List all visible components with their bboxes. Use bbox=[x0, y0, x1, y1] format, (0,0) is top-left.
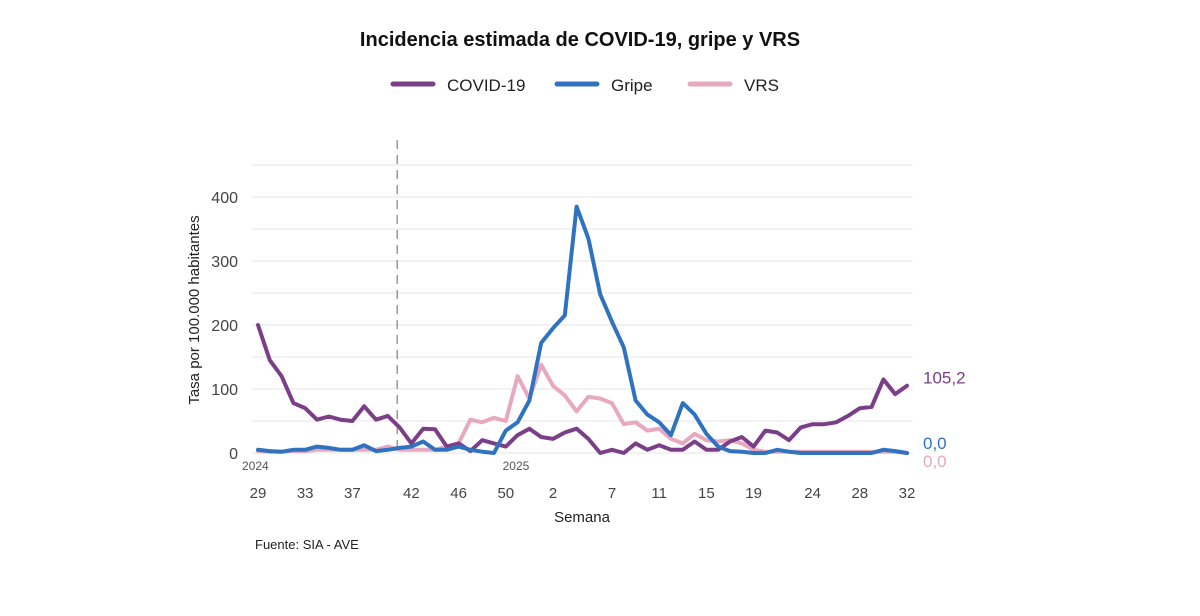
x-tick-label: 24 bbox=[804, 485, 821, 502]
y-tick-label: 300 bbox=[211, 254, 238, 271]
y-tick-label: 100 bbox=[211, 382, 238, 399]
x-axis-label: Semana bbox=[554, 509, 611, 526]
x-tick-label: 29 bbox=[250, 485, 267, 502]
x-tick-label: 19 bbox=[745, 485, 762, 502]
end-label-gripe: 0,0 bbox=[923, 434, 947, 453]
year-label: 2025 bbox=[503, 459, 530, 473]
series-line-covid-19 bbox=[256, 323, 909, 455]
y-tick-label: 200 bbox=[211, 318, 238, 335]
legend-label: Gripe bbox=[611, 76, 653, 95]
series-lines bbox=[256, 204, 909, 455]
chart-title: Incidencia estimada de COVID-19, gripe y… bbox=[360, 29, 800, 51]
legend-label: VRS bbox=[744, 76, 779, 95]
x-tick-label: 2 bbox=[549, 485, 557, 502]
series-line-gripe bbox=[256, 204, 909, 455]
end-label-covid-19: 105,2 bbox=[923, 369, 966, 388]
legend: COVID-19 Gripe VRS bbox=[390, 76, 779, 95]
x-tick-label: 46 bbox=[450, 485, 467, 502]
year-labels: 2024 2025 bbox=[242, 459, 530, 473]
x-tick-label: 42 bbox=[403, 485, 420, 502]
series-line-vrs bbox=[256, 362, 909, 455]
x-tick-label: 32 bbox=[899, 485, 916, 502]
x-axis-ticks: 29 33 37 42 46 50 2 7 11 15 19 24 28 32 bbox=[250, 485, 916, 502]
x-tick-label: 50 bbox=[497, 485, 514, 502]
x-tick-label: 28 bbox=[851, 485, 868, 502]
y-tick-label: 400 bbox=[211, 190, 238, 207]
x-tick-label: 33 bbox=[297, 485, 314, 502]
x-tick-label: 7 bbox=[608, 485, 616, 502]
series-end-labels: 105,2 0,00,0 bbox=[923, 369, 966, 471]
y-tick-label: 0 bbox=[229, 446, 238, 463]
year-label: 2024 bbox=[242, 459, 269, 473]
x-tick-label: 11 bbox=[651, 485, 667, 502]
legend-label: COVID-19 bbox=[447, 76, 525, 95]
x-tick-label: 15 bbox=[698, 485, 715, 502]
y-axis-label: Tasa por 100.000 habitantes bbox=[186, 215, 203, 404]
end-label-vrs: 0,0 bbox=[923, 452, 947, 471]
source-note: Fuente: SIA - AVE bbox=[255, 537, 359, 552]
y-axis-ticks: 0 100 200 300 400 bbox=[211, 190, 238, 463]
grid bbox=[252, 164, 913, 454]
x-tick-label: 37 bbox=[344, 485, 361, 502]
